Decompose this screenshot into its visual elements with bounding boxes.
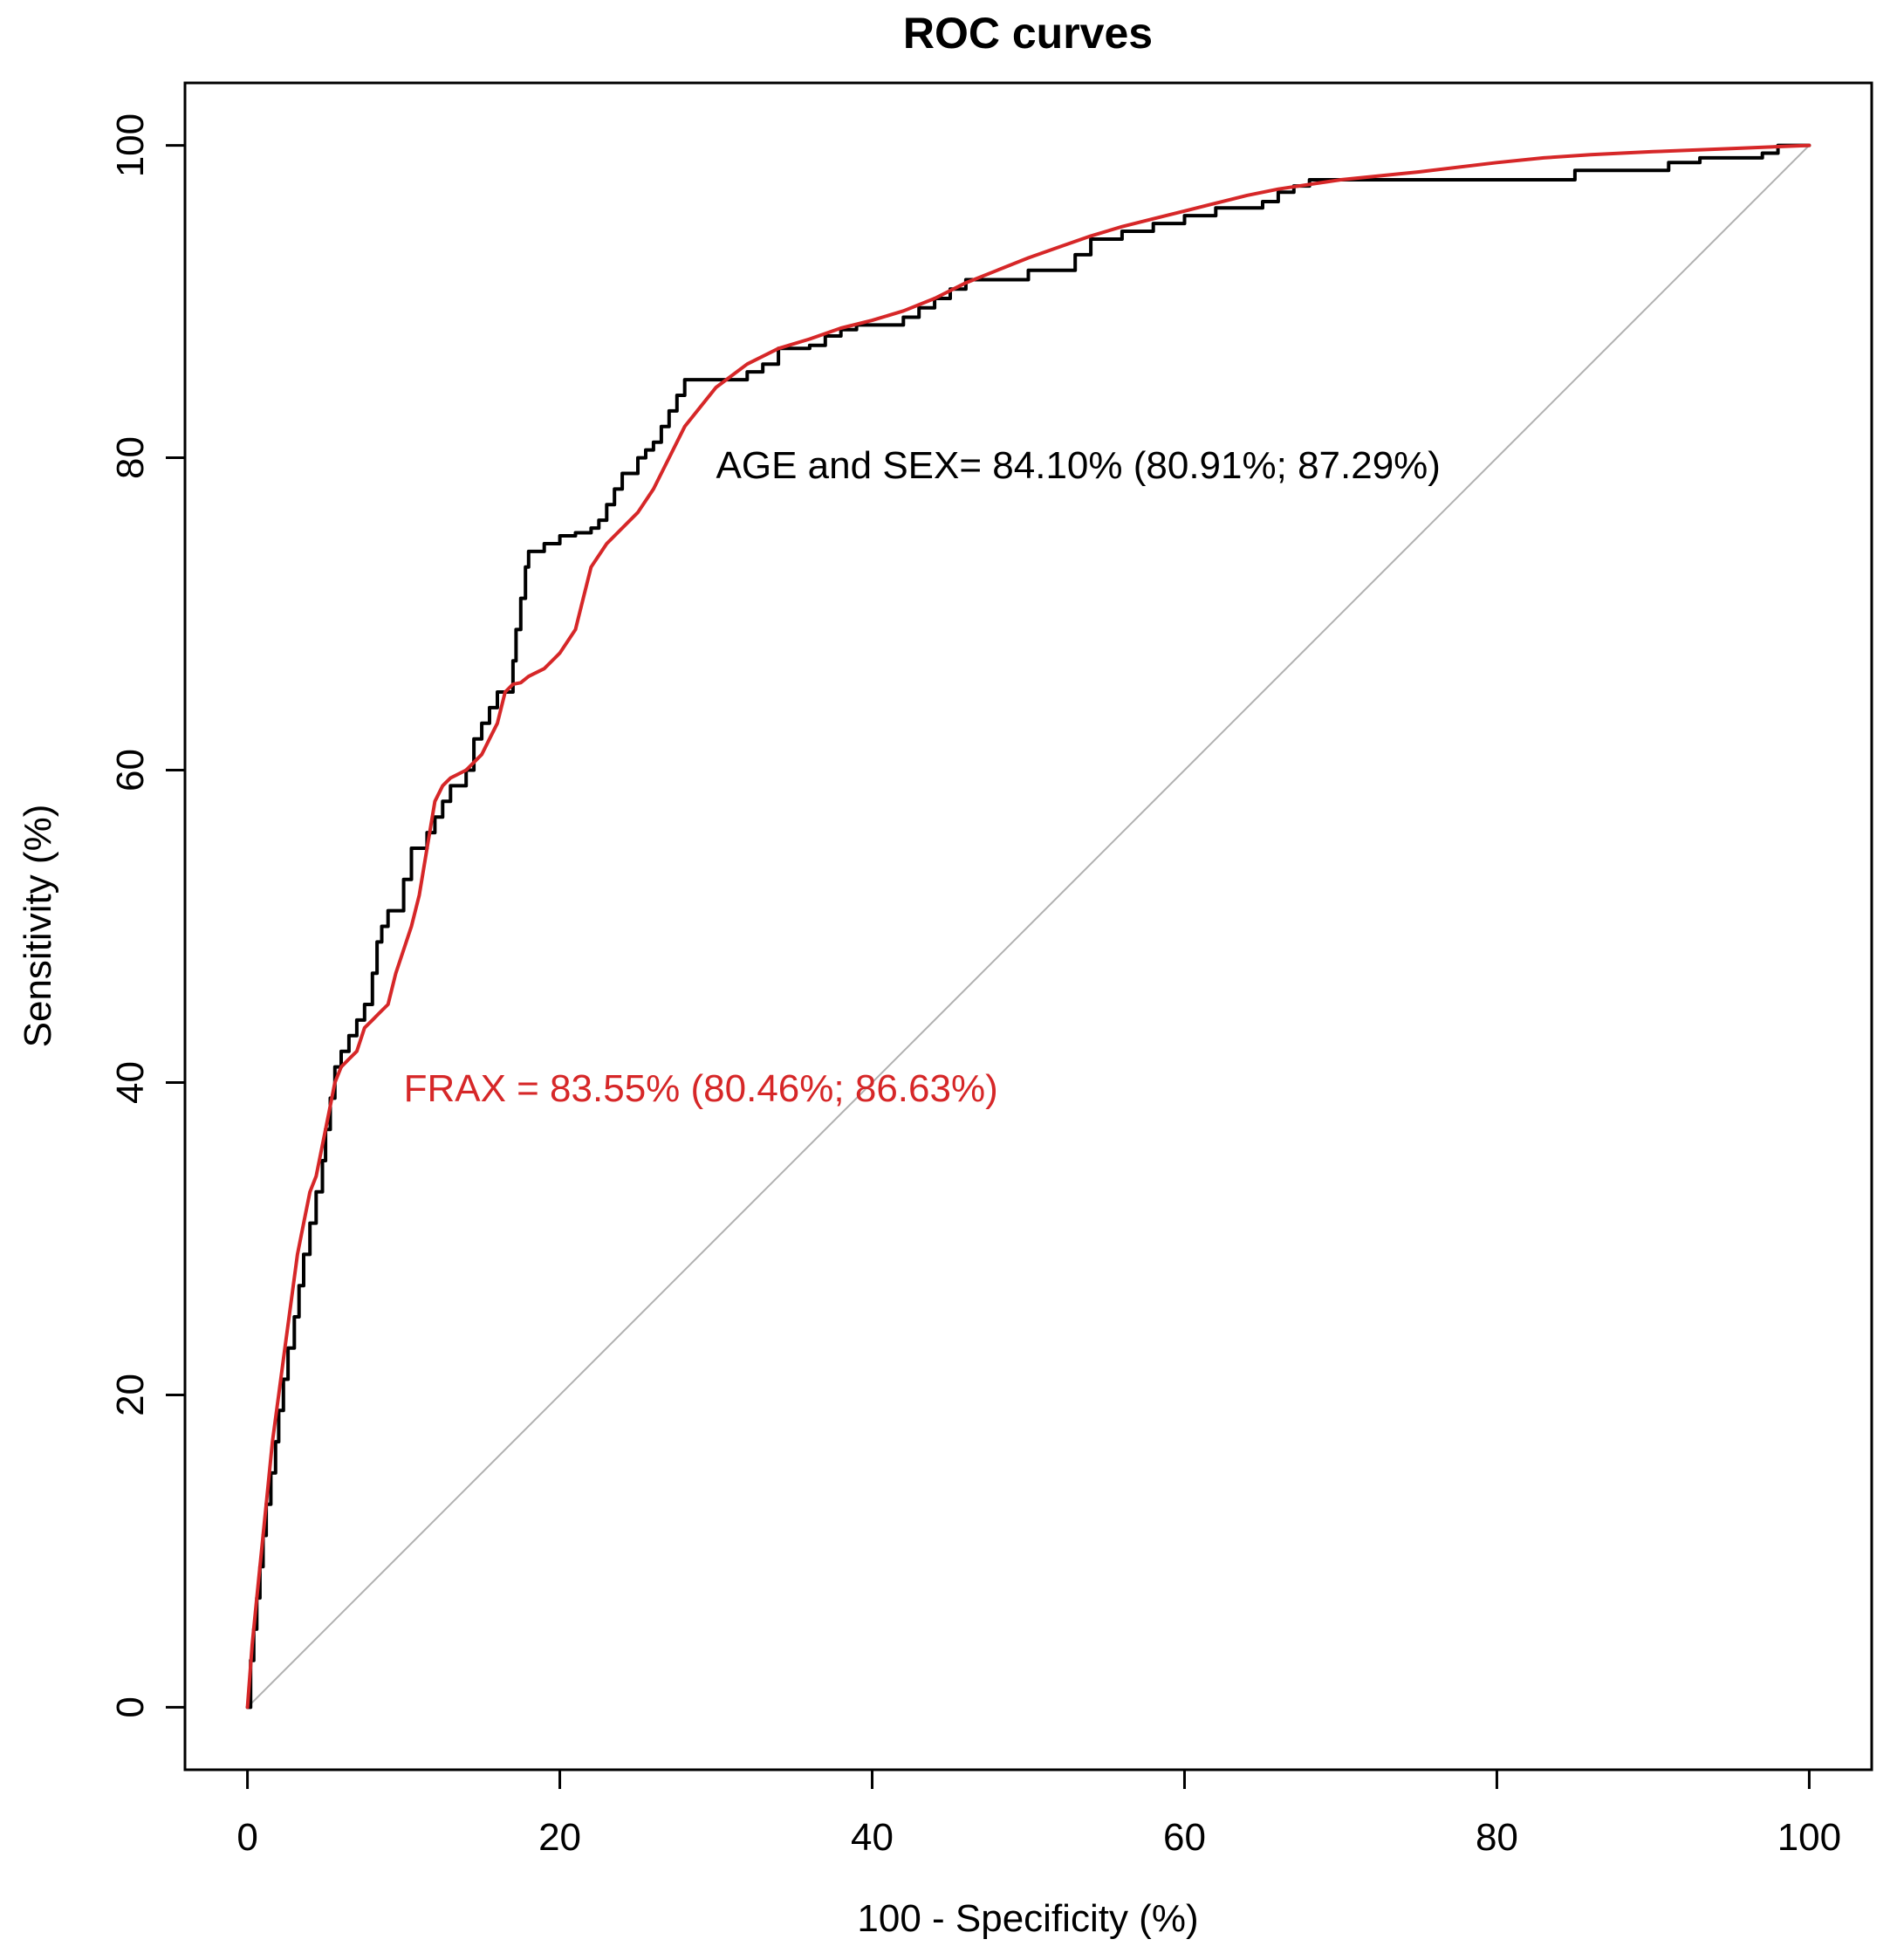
age-sex-roc-line: [245, 143, 1811, 1710]
reference-diagonal-line: [246, 144, 1811, 1709]
y-tick-label: 40: [109, 1061, 152, 1104]
y-tick-label: 100: [109, 113, 152, 177]
y-axis-label: Sensitivity (%): [17, 805, 59, 1048]
y-axis: 0 20 40 60 80 100: [109, 113, 187, 1718]
x-tick-label: 80: [1476, 1816, 1518, 1859]
y-tick-label: 60: [109, 749, 152, 792]
frax-roc-line: [245, 143, 1811, 1710]
x-axis-label: 100 - Specificity (%): [857, 1897, 1198, 1940]
x-tick-label: 60: [1163, 1816, 1206, 1859]
age-sex-auc-annotation: AGE and SEX= 84.10% (80.91%; 87.29%): [716, 444, 1441, 487]
chart-title: ROC curves: [903, 9, 1153, 58]
y-tick-label: 80: [109, 436, 152, 479]
x-tick-label: 40: [851, 1816, 894, 1859]
y-tick-label: 20: [109, 1374, 152, 1416]
y-tick-label: 0: [109, 1696, 152, 1717]
x-tick-label: 20: [538, 1816, 581, 1859]
x-tick-label: 0: [236, 1816, 257, 1859]
x-axis: 0 20 40 60 80 100: [236, 1768, 1841, 1859]
x-tick-label: 100: [1777, 1816, 1841, 1859]
frax-auc-annotation: FRAX = 83.55% (80.46%; 86.63%): [404, 1067, 998, 1110]
